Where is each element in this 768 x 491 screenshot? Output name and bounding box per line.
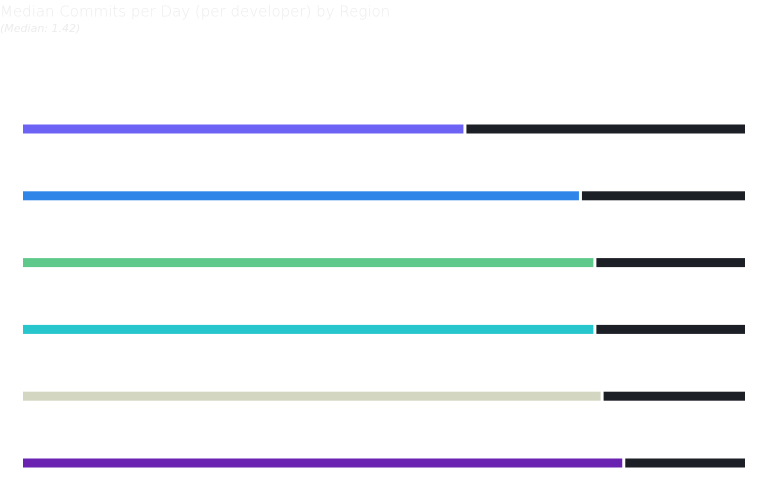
bar-track bbox=[581, 191, 745, 201]
bar bbox=[23, 191, 579, 201]
bar-track bbox=[596, 324, 745, 334]
bar bbox=[23, 258, 594, 268]
bar-track bbox=[625, 458, 745, 468]
chart-title: Median Commits per Day (per developer) b… bbox=[0, 3, 390, 21]
bar-track bbox=[603, 391, 745, 401]
bar bbox=[23, 458, 623, 468]
bar bbox=[23, 324, 594, 334]
bar-track bbox=[596, 258, 745, 268]
bar-track bbox=[466, 124, 745, 134]
bar bbox=[23, 124, 464, 134]
chart-subtitle: (Median: 1.42) bbox=[0, 22, 80, 35]
bar bbox=[23, 391, 601, 401]
